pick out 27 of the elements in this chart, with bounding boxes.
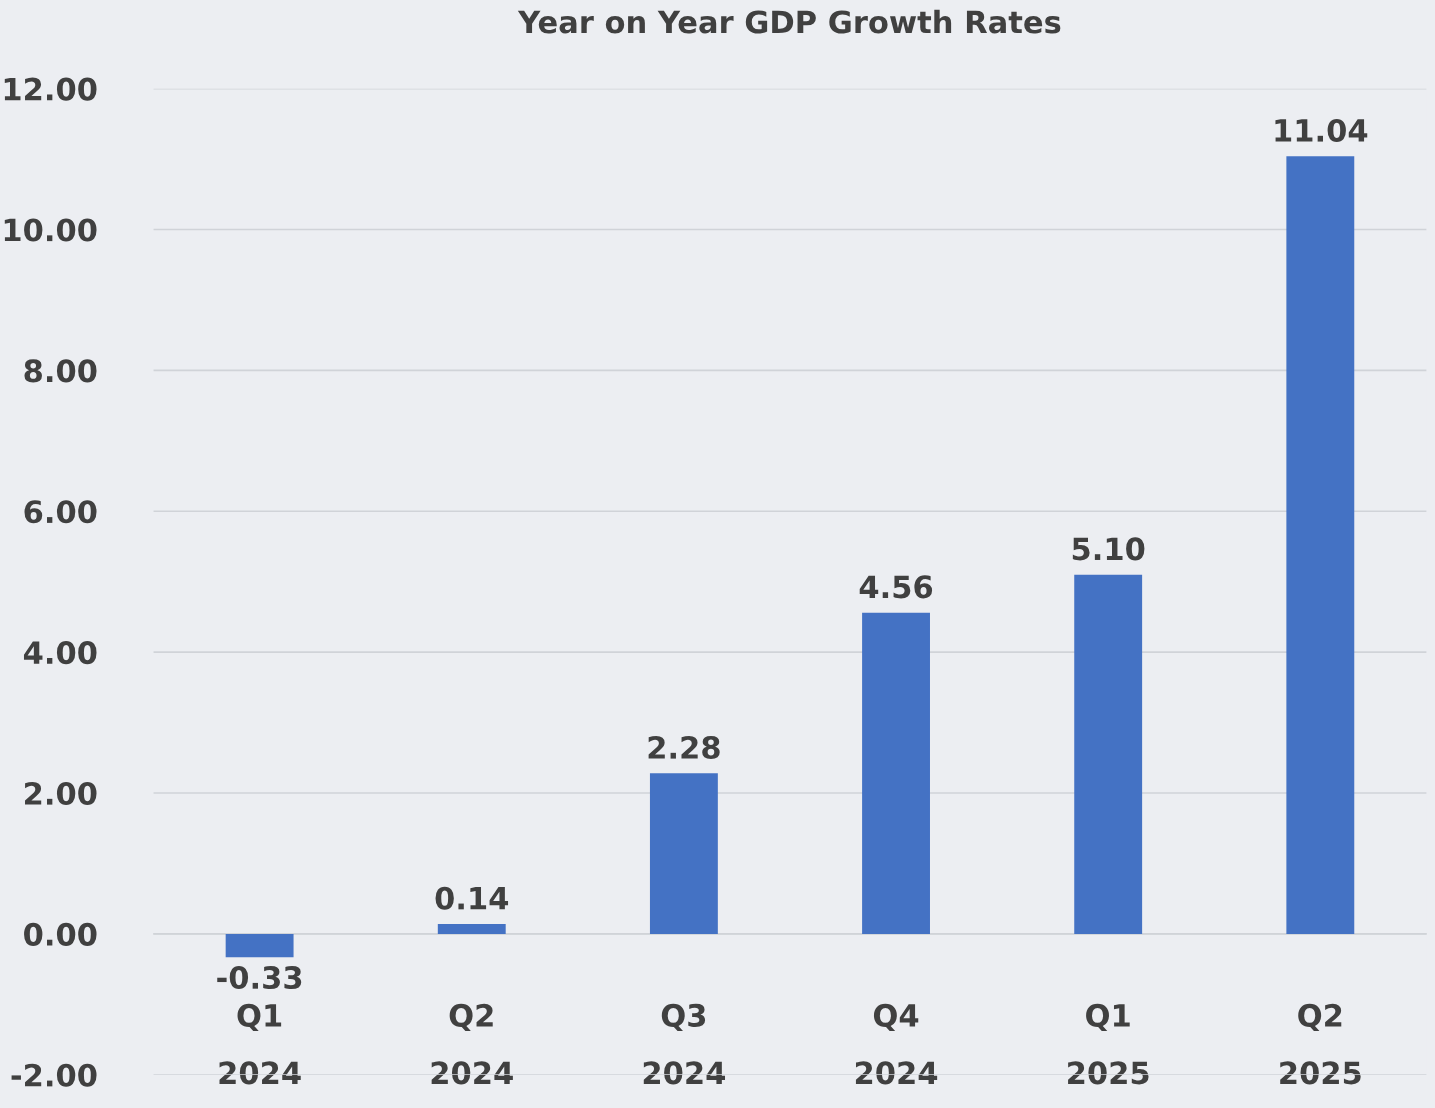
bar — [437, 924, 506, 934]
y-tick-label: 4.00 — [23, 641, 97, 665]
x-tick-label: Q3 2024 — [643, 1003, 726, 1085]
x-tick-label: Q1 2025 — [1068, 1003, 1149, 1085]
bar — [225, 933, 294, 958]
data-label: 0.14 — [435, 886, 509, 910]
data-label: 11.04 — [1275, 118, 1368, 143]
data-label: 4.56 — [859, 575, 933, 599]
bar — [1074, 574, 1143, 934]
data-label: 2.28 — [648, 735, 720, 760]
bar — [862, 612, 930, 934]
chart-title: Year on Year GDP Growth Rates — [517, 9, 1061, 34]
y-tick-label: 8.00 — [24, 359, 97, 383]
y-tick-label: 0.00 — [24, 922, 97, 946]
data-label: 5.10 — [1072, 537, 1145, 561]
y-tick-label: -2.00 — [11, 1063, 97, 1087]
bar — [649, 773, 718, 934]
y-tick-label: 10.00 — [4, 218, 97, 242]
data-label: -0.33 — [217, 966, 302, 990]
x-tick-label: Q2 2024 — [431, 1003, 513, 1085]
bar — [1286, 156, 1355, 934]
x-tick-label: Q4 2024 — [855, 1003, 938, 1085]
y-tick-label: 6.00 — [24, 500, 97, 524]
x-tick-label: Q1 2024 — [219, 1003, 301, 1085]
y-tick-label: 2.00 — [25, 781, 97, 806]
y-tick-label: 12.00 — [4, 77, 97, 101]
x-tick-label: Q2 2025 — [1280, 1003, 1361, 1085]
